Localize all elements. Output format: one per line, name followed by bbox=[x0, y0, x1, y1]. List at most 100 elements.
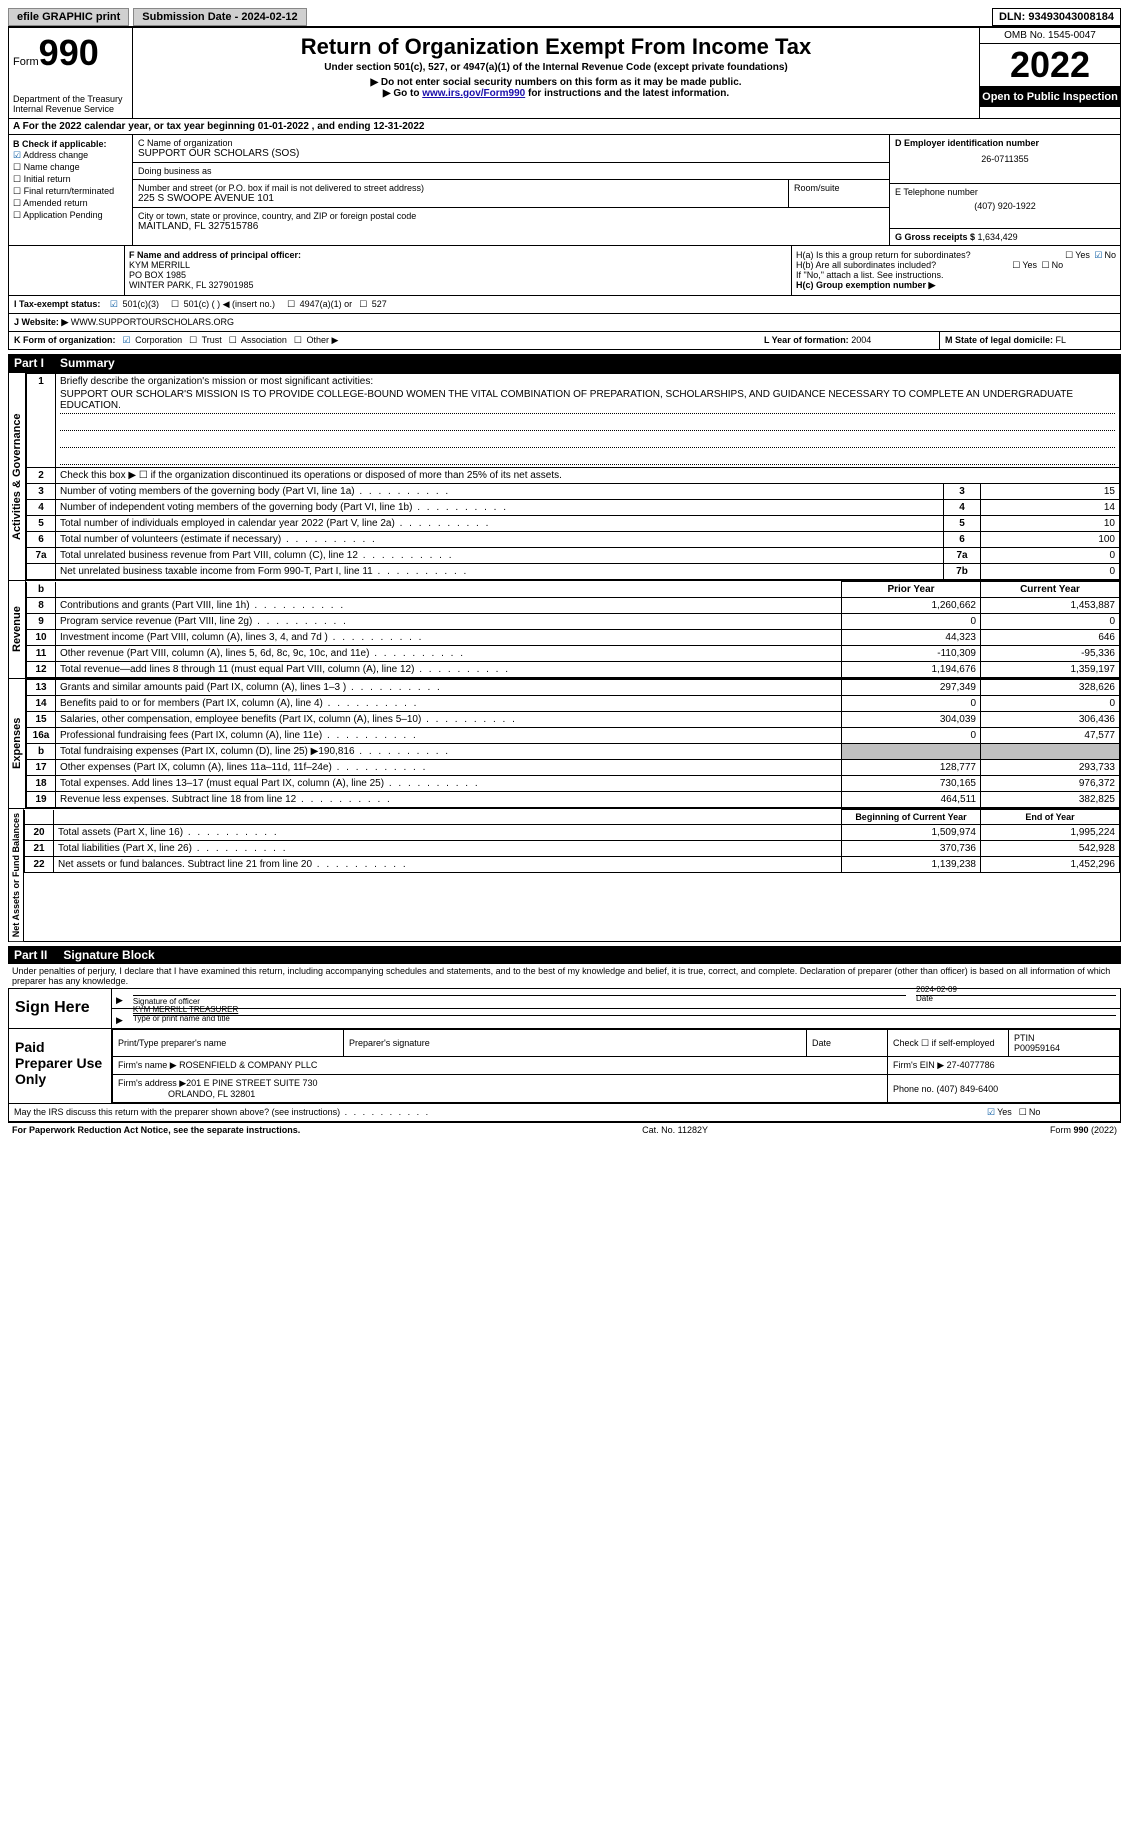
header-center: Return of Organization Exempt From Incom… bbox=[133, 28, 979, 118]
line-num bbox=[27, 564, 56, 580]
h-a: H(a) Is this a group return for subordin… bbox=[796, 250, 1116, 260]
top-bar: efile GRAPHIC print Submission Date - 20… bbox=[8, 8, 1121, 27]
row-klm: K Form of organization: Corporation Trus… bbox=[8, 332, 1121, 350]
part2-header: Part II Signature Block bbox=[8, 946, 1121, 964]
line-curr: 0 bbox=[981, 614, 1120, 630]
officer-name-value: KYM MERRILL TREASURER bbox=[133, 1005, 1116, 1014]
line-num: 10 bbox=[27, 630, 56, 646]
chk-name-change[interactable]: Name change bbox=[13, 162, 128, 173]
hb-yes[interactable] bbox=[1010, 260, 1022, 270]
opt-assoc: Association bbox=[241, 335, 287, 345]
line-curr: 328,626 bbox=[981, 680, 1120, 696]
line-curr: 1,995,224 bbox=[981, 825, 1120, 841]
footer-form: Form 990 (2022) bbox=[1050, 1125, 1117, 1135]
row-f-spacer bbox=[9, 246, 125, 295]
firm-ein-value: 27-4077786 bbox=[947, 1060, 995, 1070]
opt-other: Other ▶ bbox=[307, 335, 339, 345]
street-label: Number and street (or P.O. box if mail i… bbox=[138, 183, 783, 193]
chk-trust[interactable] bbox=[187, 335, 199, 345]
org-name-label: C Name of organization bbox=[138, 138, 884, 148]
type-name-label: Type or print name and title bbox=[133, 1014, 230, 1023]
chk-amended-return[interactable]: Amended return bbox=[13, 198, 128, 209]
chk-app-pending[interactable]: Application Pending bbox=[13, 210, 128, 221]
discuss-no-lbl: No bbox=[1029, 1107, 1041, 1117]
chk-corporation[interactable] bbox=[121, 335, 133, 345]
hb-no[interactable] bbox=[1040, 260, 1052, 270]
street-value: 225 S SWOOPE AVENUE 101 bbox=[138, 193, 274, 204]
tax-year: 2022 bbox=[980, 44, 1120, 87]
mission-label: Briefly describe the organization's miss… bbox=[60, 376, 373, 387]
ein-cell: D Employer identification number 26-0711… bbox=[890, 135, 1120, 184]
dln-label: DLN: bbox=[999, 11, 1028, 23]
chk-other[interactable] bbox=[292, 335, 304, 345]
opt-4947: 4947(a)(1) or bbox=[300, 299, 353, 309]
line-prior: 0 bbox=[842, 696, 981, 712]
chk-address-change[interactable]: Address change bbox=[13, 150, 128, 161]
ein-label: D Employer identification number bbox=[895, 138, 1039, 148]
year-formation-label: L Year of formation: bbox=[764, 335, 851, 345]
line-desc: Number of independent voting members of … bbox=[56, 500, 944, 516]
state-domicile-label: M State of legal domicile: bbox=[945, 335, 1056, 345]
note2-pre: ▶ Go to bbox=[383, 88, 422, 99]
line-prior: 370,736 bbox=[842, 841, 981, 857]
line-prior: 464,511 bbox=[842, 792, 981, 808]
line-curr: 542,928 bbox=[981, 841, 1120, 857]
line-box: 4 bbox=[944, 500, 981, 516]
line-curr: 47,577 bbox=[981, 728, 1120, 744]
line-box: 5 bbox=[944, 516, 981, 532]
prep-date-label: Date bbox=[812, 1038, 831, 1048]
ha-no[interactable] bbox=[1092, 250, 1104, 260]
chk-501c3[interactable] bbox=[108, 299, 120, 309]
chk-initial-return[interactable]: Initial return bbox=[13, 174, 128, 185]
chk-527[interactable] bbox=[357, 299, 369, 309]
line-prior: 128,777 bbox=[842, 760, 981, 776]
line-desc: Total number of volunteers (estimate if … bbox=[56, 532, 944, 548]
firm-addr1: 201 E PINE STREET SUITE 730 bbox=[186, 1078, 317, 1088]
line-curr: 293,733 bbox=[981, 760, 1120, 776]
row-j: J Website: ▶ WWW.SUPPORTOURSCHOLARS.ORG bbox=[8, 314, 1121, 332]
line-num: 15 bbox=[27, 712, 56, 728]
opt-corp: Corporation bbox=[135, 335, 182, 345]
discuss-yes[interactable] bbox=[985, 1107, 997, 1117]
submission-button[interactable]: Submission Date - 2024-02-12 bbox=[133, 8, 306, 26]
hb-yes-lbl: Yes bbox=[1022, 260, 1037, 270]
chk-4947[interactable] bbox=[285, 299, 297, 309]
opt-trust: Trust bbox=[202, 335, 222, 345]
firm-name-label: Firm's name ▶ bbox=[118, 1060, 179, 1070]
h-c-text: H(c) Group exemption number ▶ bbox=[796, 280, 935, 290]
form-header: Form990 Department of the Treasury Inter… bbox=[8, 27, 1121, 119]
note2-post: for instructions and the latest informat… bbox=[525, 88, 729, 99]
state-domicile-value: FL bbox=[1056, 335, 1067, 345]
line-desc: Contributions and grants (Part VIII, lin… bbox=[56, 598, 842, 614]
efile-button[interactable]: efile GRAPHIC print bbox=[8, 8, 129, 26]
chk-final-return[interactable]: Final return/terminated bbox=[13, 186, 128, 197]
irs-link[interactable]: www.irs.gov/Form990 bbox=[422, 88, 525, 99]
submission-date: 2024-02-12 bbox=[241, 11, 297, 23]
line-box: 6 bbox=[944, 532, 981, 548]
sig-date: 2024-02-09 bbox=[916, 985, 1116, 994]
officer-name: KYM MERRILL bbox=[129, 260, 190, 270]
line-curr: 976,372 bbox=[981, 776, 1120, 792]
line-num: 3 bbox=[27, 484, 56, 500]
line-desc: Net unrelated business taxable income fr… bbox=[56, 564, 944, 580]
chk-501c[interactable] bbox=[169, 299, 181, 309]
phone-label: E Telephone number bbox=[895, 187, 1115, 197]
h-b-note: If "No," attach a list. See instructions… bbox=[796, 270, 1116, 280]
line-prior: 730,165 bbox=[842, 776, 981, 792]
street-cell: Number and street (or P.O. box if mail i… bbox=[133, 180, 889, 208]
part1-title: Part I bbox=[14, 356, 44, 370]
gross-value: 1,634,429 bbox=[978, 232, 1018, 242]
line-num: 8 bbox=[27, 598, 56, 614]
ptin-value: P00959164 bbox=[1014, 1043, 1060, 1053]
opt-501c3: 501(c)(3) bbox=[122, 299, 159, 309]
check-self-label: Check ☐ if self-employed bbox=[893, 1038, 995, 1048]
ha-yes[interactable] bbox=[1063, 250, 1075, 260]
discuss-no[interactable] bbox=[1017, 1107, 1029, 1117]
line-prior: 0 bbox=[842, 728, 981, 744]
header-left: Form990 Department of the Treasury Inter… bbox=[9, 28, 133, 118]
line-num: 13 bbox=[27, 680, 56, 696]
line-desc: Investment income (Part VIII, column (A)… bbox=[56, 630, 842, 646]
opt-501c: 501(c) ( ) ◀ (insert no.) bbox=[184, 299, 275, 309]
ha-no-lbl: No bbox=[1104, 250, 1116, 260]
chk-association[interactable] bbox=[227, 335, 239, 345]
